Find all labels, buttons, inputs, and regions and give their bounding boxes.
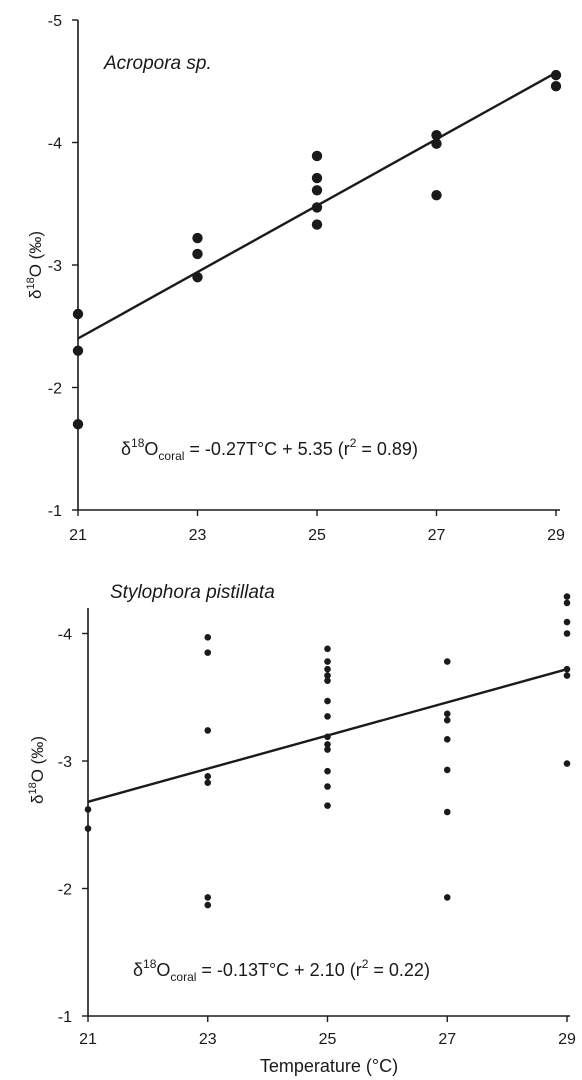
data-point xyxy=(84,806,92,813)
y-tick-label: -4 xyxy=(48,136,62,153)
data-point xyxy=(72,419,84,430)
data-point xyxy=(311,172,323,184)
chart-acropora: -1 -2 -3 -4 -5 21 23 25 27 29 Acropora sp. δ18O … xyxy=(25,13,565,544)
data-point xyxy=(72,345,84,356)
y-tick-label: -2 xyxy=(58,882,72,899)
data-point xyxy=(563,672,571,679)
data-point xyxy=(192,248,203,260)
data-point xyxy=(324,645,331,653)
y-axis-label: δ18O (‰) xyxy=(25,231,45,299)
x-ticks: 21 23 25 27 29 xyxy=(79,1016,576,1048)
data-point xyxy=(443,736,451,743)
y-tick-label: -1 xyxy=(48,503,62,520)
data-point xyxy=(324,658,331,665)
regression-line xyxy=(77,71,557,340)
data-point xyxy=(204,779,212,786)
data-point xyxy=(311,219,323,230)
x-ticks: 21 23 25 27 29 xyxy=(69,510,565,544)
data-point xyxy=(204,773,212,780)
data-point xyxy=(443,710,451,718)
data-point xyxy=(563,760,571,767)
data-point xyxy=(443,658,451,665)
x-tick-label: 23 xyxy=(189,527,207,544)
y-tick-label: -2 xyxy=(48,381,62,398)
data-point xyxy=(550,80,562,92)
data-point xyxy=(324,677,331,684)
y-tick-label: -1 xyxy=(58,1009,72,1026)
y-ticks: -1 -2 -3 -4 xyxy=(58,627,88,1026)
data-point xyxy=(204,634,212,641)
x-tick-label: 21 xyxy=(79,1031,97,1048)
data-point xyxy=(204,901,212,909)
regression-equation: δ18Ocoral = -0.27T°C + 5.35 (r2 = 0.89) xyxy=(121,436,418,463)
data-points xyxy=(84,593,571,909)
data-point xyxy=(324,665,331,673)
y-tick-label: -5 xyxy=(48,13,62,30)
data-point xyxy=(563,593,571,600)
x-tick-label: 25 xyxy=(319,1031,337,1048)
chart-title: Stylophora pistillata xyxy=(110,582,275,603)
data-point xyxy=(192,232,203,244)
data-point xyxy=(311,185,323,196)
data-point xyxy=(324,697,331,705)
data-point xyxy=(324,672,331,679)
y-ticks: -1 -2 -3 -4 -5 xyxy=(48,13,78,520)
data-point xyxy=(324,802,331,809)
data-point xyxy=(324,783,331,790)
x-tick-label: 29 xyxy=(558,1031,576,1048)
data-points xyxy=(72,69,562,430)
regression-equation: δ18Ocoral = -0.13T°C + 2.10 (r2 = 0.22) xyxy=(133,957,430,984)
data-point xyxy=(443,766,451,774)
data-point xyxy=(443,894,451,901)
y-tick-label: -4 xyxy=(58,627,72,644)
data-point xyxy=(324,767,331,775)
x-tick-label: 27 xyxy=(428,527,446,544)
chart-stylophora: -1 -2 -3 -4 21 23 25 27 29 Stylophora pistillat… xyxy=(27,582,576,1076)
data-point xyxy=(324,741,331,748)
chart-title: Acropora sp. xyxy=(103,53,212,74)
data-point xyxy=(204,894,212,901)
x-axis-label: Temperature (°C) xyxy=(260,1056,398,1076)
data-point xyxy=(204,727,212,734)
x-tick-label: 27 xyxy=(438,1031,456,1048)
data-point xyxy=(563,630,571,637)
regression-line xyxy=(87,668,568,803)
data-point xyxy=(311,150,323,162)
data-point xyxy=(563,618,571,626)
data-point xyxy=(550,69,562,81)
x-tick-label: 21 xyxy=(69,527,87,544)
data-point xyxy=(72,308,84,320)
y-axis-label: δ18O (‰) xyxy=(27,736,47,804)
data-point xyxy=(84,825,92,832)
data-point xyxy=(443,716,451,724)
data-point xyxy=(324,746,331,753)
data-point xyxy=(204,649,212,656)
x-tick-label: 23 xyxy=(199,1031,217,1048)
data-point xyxy=(324,713,331,720)
y-tick-label: -3 xyxy=(48,258,62,275)
data-point xyxy=(563,599,571,607)
data-point xyxy=(443,808,451,816)
data-point xyxy=(431,189,442,201)
x-tick-label: 25 xyxy=(308,527,326,544)
x-tick-label: 29 xyxy=(547,527,565,544)
y-tick-label: -3 xyxy=(58,754,72,771)
